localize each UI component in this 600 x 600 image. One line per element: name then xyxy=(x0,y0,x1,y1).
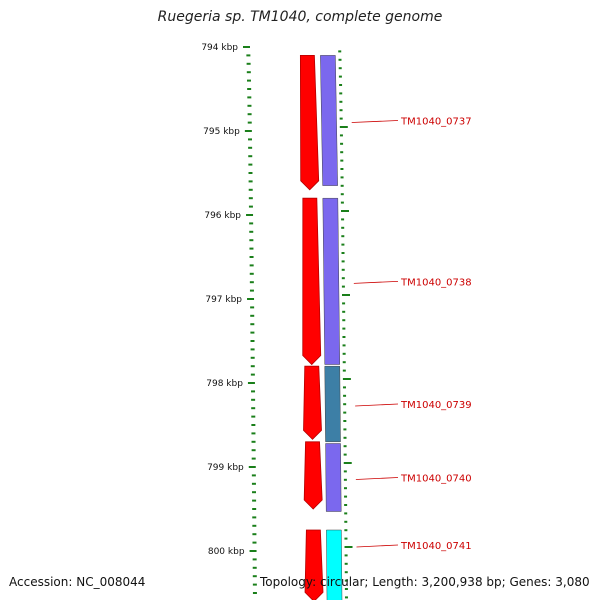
gene-label-leader xyxy=(356,544,399,548)
axis-tick-label: 798 kbp xyxy=(206,379,243,389)
reverse-gene-block xyxy=(322,197,340,365)
axis-tick-label: 796 kbp xyxy=(204,211,241,221)
accession-text: Accession: NC_008044 xyxy=(9,575,146,589)
reverse-gene-block xyxy=(320,55,338,186)
gene-label: TM1040_0741 xyxy=(400,541,472,552)
axis-tick-label: 797 kbp xyxy=(205,295,242,305)
forward-cds-arrow xyxy=(299,55,320,191)
gene-label-leader xyxy=(353,280,399,284)
gene-label: TM1040_0737 xyxy=(400,117,472,128)
axis-tick-label: 794 kbp xyxy=(201,43,238,53)
forward-cds-arrow xyxy=(303,365,322,440)
genome-stats-text: Topology: circular; Length: 3,200,938 bp… xyxy=(260,575,590,589)
gene-label-leader xyxy=(355,403,399,407)
reverse-gene-block xyxy=(326,529,343,600)
forward-cds-arrow xyxy=(302,197,322,366)
genome-title: Ruegeria sp. TM1040, complete genome xyxy=(157,9,443,25)
gene-label: TM1040_0739 xyxy=(400,400,472,411)
reverse-gene-block xyxy=(324,365,341,443)
reverse-gene-block xyxy=(325,443,342,512)
gene-label: TM1040_0738 xyxy=(400,277,472,288)
forward-cds-arrow xyxy=(303,441,323,510)
gene-label-leader xyxy=(355,477,399,480)
gene-label: TM1040_0740 xyxy=(400,474,472,485)
axis-tick-label: 795 kbp xyxy=(203,127,240,137)
gene-label-leader xyxy=(351,120,399,123)
forward-cds-arrow xyxy=(304,529,324,600)
axis-tick-label: 800 kbp xyxy=(208,547,245,557)
axis-tick-label: 799 kbp xyxy=(207,463,244,473)
